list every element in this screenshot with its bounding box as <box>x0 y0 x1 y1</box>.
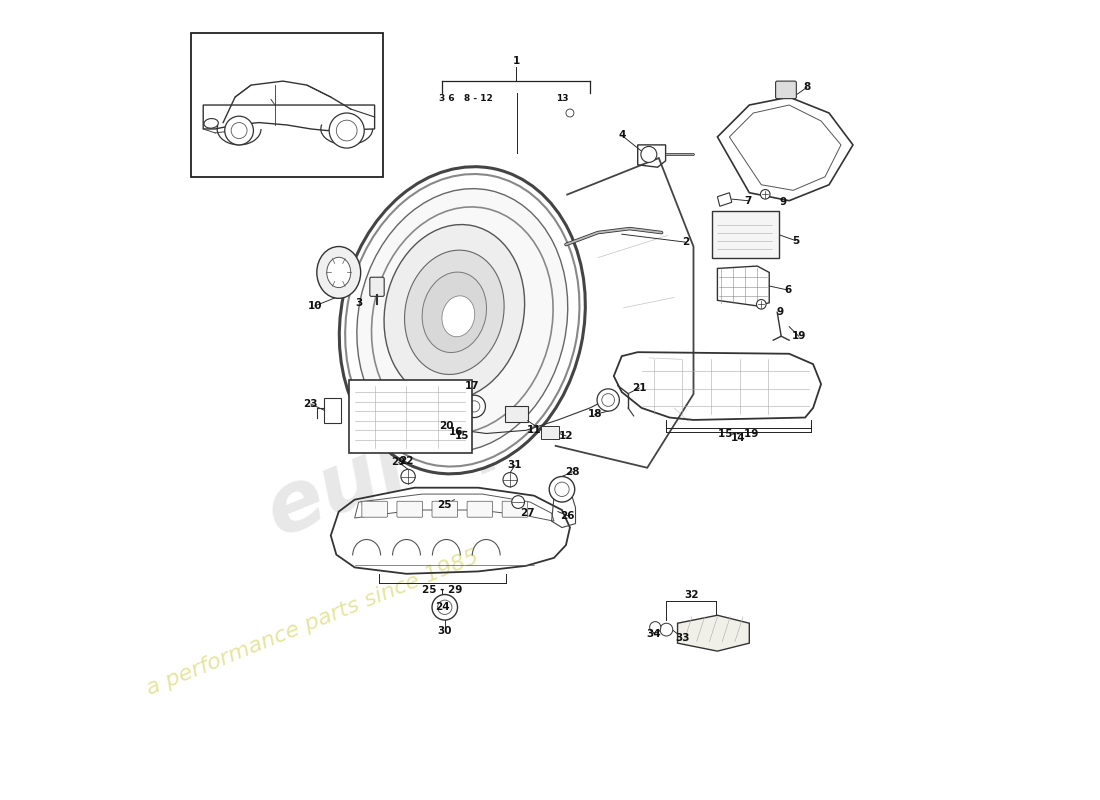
Text: 15 - 19: 15 - 19 <box>718 430 758 439</box>
Text: 7: 7 <box>744 196 751 206</box>
Text: 12: 12 <box>559 431 573 441</box>
Text: 25: 25 <box>438 500 452 510</box>
FancyBboxPatch shape <box>370 278 384 296</box>
Text: 19: 19 <box>792 331 806 342</box>
Text: 30: 30 <box>438 626 452 636</box>
Ellipse shape <box>339 166 585 474</box>
Circle shape <box>459 416 466 424</box>
Circle shape <box>565 109 574 117</box>
Text: 3: 3 <box>355 298 362 308</box>
Text: 16: 16 <box>449 427 463 437</box>
Ellipse shape <box>422 272 486 353</box>
Text: 17: 17 <box>464 381 480 390</box>
Circle shape <box>451 407 461 417</box>
Circle shape <box>432 594 458 620</box>
Text: 9: 9 <box>779 198 786 207</box>
Text: 9: 9 <box>776 307 783 318</box>
Text: 25 - 29: 25 - 29 <box>422 585 463 594</box>
Text: 23: 23 <box>304 399 318 409</box>
FancyBboxPatch shape <box>503 502 528 517</box>
Circle shape <box>597 389 619 411</box>
Circle shape <box>329 113 364 148</box>
Text: 6: 6 <box>784 285 791 295</box>
Text: 11: 11 <box>527 426 541 435</box>
Text: europ: europ <box>255 375 539 553</box>
Text: 21: 21 <box>632 383 647 393</box>
Text: 29: 29 <box>392 457 406 467</box>
FancyBboxPatch shape <box>432 502 458 517</box>
Text: 3 6: 3 6 <box>439 94 454 103</box>
FancyBboxPatch shape <box>776 81 796 98</box>
Text: 24: 24 <box>436 602 450 612</box>
FancyBboxPatch shape <box>362 502 387 517</box>
Text: 33: 33 <box>675 633 690 642</box>
FancyBboxPatch shape <box>349 380 472 454</box>
Ellipse shape <box>442 296 475 337</box>
Text: 2: 2 <box>682 237 690 247</box>
Circle shape <box>224 116 253 145</box>
Text: 26: 26 <box>560 510 575 521</box>
FancyBboxPatch shape <box>541 426 559 439</box>
Ellipse shape <box>327 258 351 287</box>
Text: 20: 20 <box>439 421 453 430</box>
Text: 28: 28 <box>565 466 580 477</box>
Ellipse shape <box>405 250 504 374</box>
Text: 1: 1 <box>513 56 519 66</box>
Circle shape <box>503 473 517 487</box>
Text: 4: 4 <box>618 130 626 140</box>
Text: 13: 13 <box>556 94 569 103</box>
Text: 5: 5 <box>792 235 800 246</box>
Text: 10: 10 <box>308 301 322 311</box>
Circle shape <box>641 146 657 162</box>
Text: 32: 32 <box>684 590 699 599</box>
Polygon shape <box>678 615 749 651</box>
Text: 22: 22 <box>399 455 414 466</box>
Circle shape <box>660 623 673 636</box>
FancyBboxPatch shape <box>505 406 528 422</box>
Text: 31: 31 <box>508 460 522 470</box>
Text: a performance parts since 1985: a performance parts since 1985 <box>143 547 482 699</box>
Text: 15: 15 <box>455 431 470 441</box>
Circle shape <box>650 622 661 633</box>
Text: 8 - 12: 8 - 12 <box>464 94 493 103</box>
Text: 27: 27 <box>520 508 535 518</box>
FancyBboxPatch shape <box>191 34 383 177</box>
Circle shape <box>757 299 766 309</box>
Text: 14: 14 <box>730 434 746 443</box>
Text: 8: 8 <box>803 82 811 93</box>
Ellipse shape <box>384 225 525 400</box>
Text: 18: 18 <box>587 410 602 419</box>
FancyBboxPatch shape <box>323 398 341 423</box>
Ellipse shape <box>317 246 361 298</box>
Circle shape <box>549 477 574 502</box>
Circle shape <box>512 496 525 509</box>
Ellipse shape <box>356 189 568 452</box>
Text: 34: 34 <box>647 629 661 638</box>
FancyBboxPatch shape <box>468 502 493 517</box>
Circle shape <box>760 190 770 199</box>
FancyBboxPatch shape <box>397 502 422 517</box>
Circle shape <box>400 470 416 484</box>
FancyBboxPatch shape <box>712 211 779 258</box>
Circle shape <box>463 395 485 418</box>
